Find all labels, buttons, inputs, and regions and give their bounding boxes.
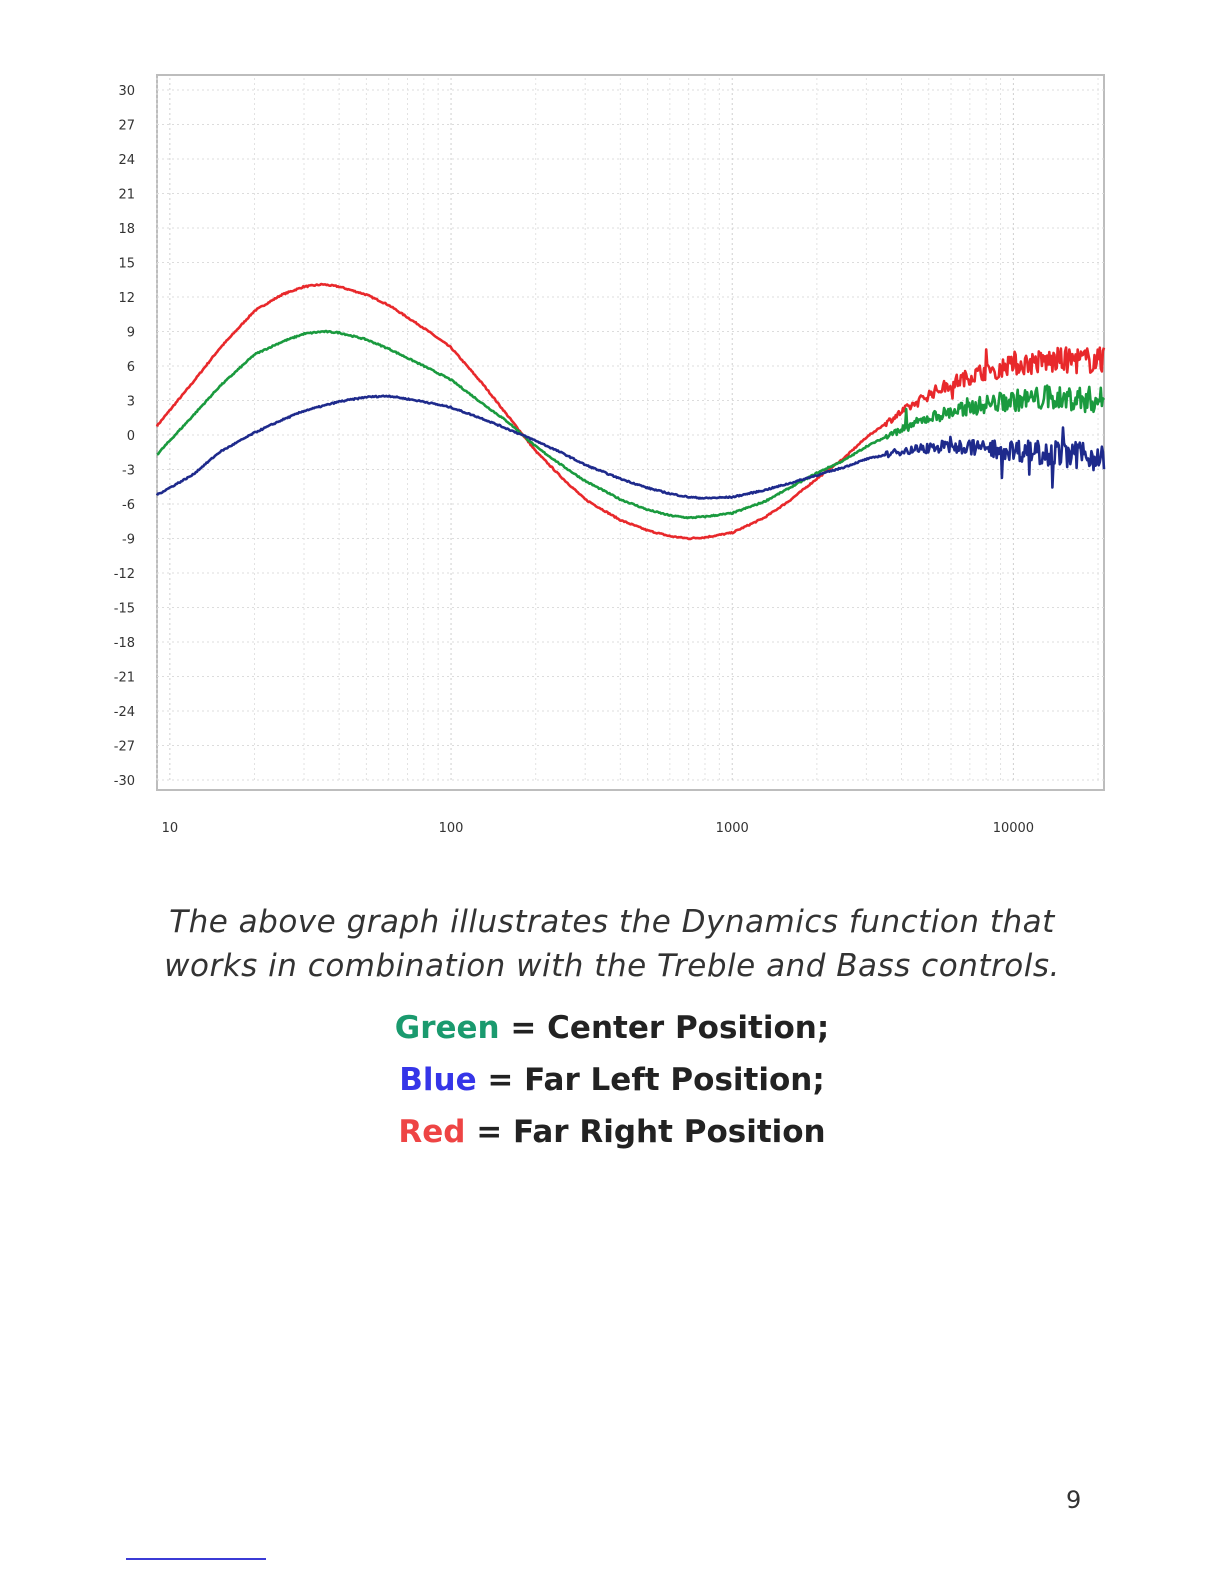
y-tick-label: -30 — [114, 774, 135, 789]
x-tick-label: 10 — [162, 821, 179, 836]
grid — [156, 78, 1104, 781]
footnote-rule — [126, 1558, 266, 1560]
y-tick-label: -6 — [122, 498, 135, 513]
y-tick-label: 6 — [127, 360, 135, 375]
y-tick-label: 9 — [127, 326, 135, 341]
y-tick-label: 15 — [118, 257, 135, 272]
plot-area-background — [156, 74, 1105, 791]
legend-green: Green = Center Position; — [0, 1010, 1224, 1046]
y-tick-label: -21 — [114, 671, 135, 686]
y-tick-label: 0 — [127, 429, 135, 444]
y-tick-label: -9 — [122, 533, 135, 548]
x-tick-label: 1000 — [716, 821, 749, 836]
series-line-1 — [156, 329, 1106, 520]
y-tick-label: 18 — [118, 222, 135, 237]
y-tick-label: -15 — [114, 602, 135, 617]
legend-red: Red = Far Right Position — [0, 1114, 1224, 1150]
y-tick-label: 12 — [118, 291, 135, 306]
x-tick-label: 10000 — [993, 821, 1034, 836]
legend-blue: Blue = Far Left Position; — [0, 1062, 1224, 1098]
legend-red-text: = Far Right Position — [465, 1114, 826, 1150]
legend-red-word: Red — [398, 1114, 466, 1150]
y-axis-tick-labels: 302724211815129630-3-6-9-12-15-18-21-24-… — [114, 84, 135, 789]
series-line-0 — [155, 282, 1106, 541]
caption-line-1: The above graph illustrates the Dynamics… — [169, 904, 1055, 940]
x-axis-tick-labels: 10 100 1000 10000 — [162, 821, 1034, 836]
y-tick-label: 30 — [118, 84, 135, 99]
series-line-2 — [155, 394, 1106, 500]
legend-green-text: = Center Position; — [499, 1010, 830, 1046]
page-number: 9 — [1066, 1486, 1082, 1514]
caption-line-2: works in combination with the Treble and… — [164, 948, 1060, 984]
legend-green-word: Green — [394, 1010, 500, 1046]
y-tick-label: -3 — [122, 464, 135, 479]
frequency-response-chart: 302724211815129630-3-6-9-12-15-18-21-24-… — [114, 74, 1106, 836]
y-tick-label: -18 — [114, 636, 135, 651]
y-tick-label: -24 — [114, 705, 135, 720]
legend-blue-word: Blue — [399, 1062, 477, 1098]
y-tick-label: -27 — [114, 740, 135, 755]
y-tick-label: 24 — [118, 153, 135, 168]
y-tick-label: 21 — [118, 188, 135, 203]
legend-blue-text: = Far Left Position; — [476, 1062, 825, 1098]
x-tick-label: 100 — [439, 821, 464, 836]
y-tick-label: -12 — [114, 567, 135, 582]
y-tick-label: 27 — [118, 119, 135, 134]
series-lines — [155, 282, 1106, 541]
y-tick-label: 3 — [127, 395, 135, 410]
